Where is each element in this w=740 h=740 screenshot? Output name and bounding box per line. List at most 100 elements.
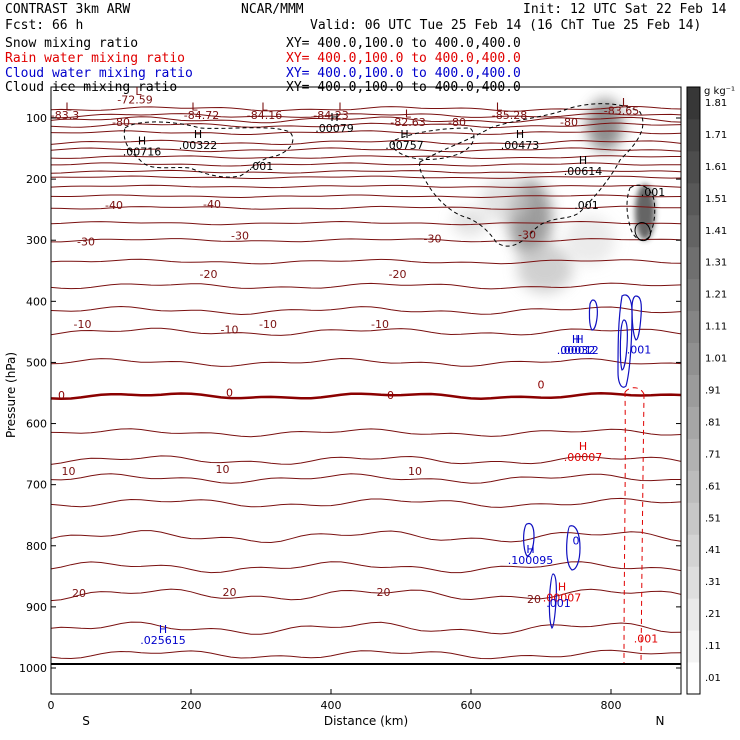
extremum-value: .025615 [140,634,186,647]
isotherm-label: 0 [226,387,233,400]
colorbar-label: 1.41 [705,226,727,237]
isotherm-line [51,147,681,153]
y-tick-label: 700 [26,479,47,492]
isotherm-label: 0 [58,389,65,402]
contour-label: .001 [249,160,274,173]
isotherm-line [51,130,681,135]
cloud-water-contour-low-b [566,525,581,571]
contour-label: .001 [634,632,659,645]
isotherm-line [51,305,681,316]
colorbar-label: .91 [705,386,721,397]
extremum-value: .00032 [557,344,596,357]
extremum-value: .00007 [564,451,603,464]
isotherm-label: -30 [77,236,95,249]
colorbar-label: .21 [705,609,721,620]
y-tick-label: 300 [26,234,47,247]
isotherm-label: -83.3 [51,109,79,122]
isotherm-label: -10 [371,318,389,331]
colorbar-swatch [687,630,700,663]
isotherm-line [51,649,681,660]
isotherm-line [51,258,681,265]
cloud-water-contour-low-c [548,573,557,630]
extremum-value: .00079 [315,122,354,135]
extremum-value: .100095 [508,554,554,567]
contour-label: .001 [546,597,571,610]
colorbar-label: 1.21 [705,290,727,301]
isotherm-label: -84.72 [184,109,219,122]
colorbar-label: .41 [705,545,721,556]
x-tick-label: 600 [461,699,482,712]
isotherm-line [51,282,681,290]
forecast-hour: Fcst: 66 h [5,18,84,33]
low-marker: L [135,85,142,98]
high-marker: H [558,580,566,593]
isotherm-line [51,473,681,484]
y-tick-label: 200 [26,173,47,186]
isotherm-label: -80 [448,116,466,129]
y-tick-label: 800 [26,540,47,553]
high-marker: H [579,154,587,167]
colorbar-label: .51 [705,513,721,524]
low-marker: L [338,101,345,114]
y-axis-label: Pressure (hPa) [4,352,18,438]
zero-isotherm [51,391,681,401]
isotherm-line [51,238,681,243]
isotherm-lines [51,105,681,660]
org-label: NCAR/MMM [241,2,304,17]
field-rain-name: Rain water mixing ratio [5,51,186,66]
high-marker: H [159,623,167,636]
init-time: Init: 12 UTC Sat 22 Feb 14 [523,2,727,17]
low-marker: L [405,107,412,120]
field-snow-xy: XY= 400.0,100.0 to 400.0,400.0 [286,36,521,51]
isotherm-line [51,561,681,574]
x-axis: 0 200 400 600 800 [48,689,622,712]
low-marker: L [622,96,629,109]
high-marker: H [194,128,202,141]
isotherm-label: 0 [387,389,394,402]
isotherm-line [51,327,681,336]
isotherm-line [51,116,681,124]
contour-label: .001 [627,343,652,356]
x-tick-label: 200 [181,699,202,712]
colorbar-swatch [687,534,700,567]
colorbar-label: .01 [705,673,721,684]
isotherm-label: -30 [424,233,442,246]
cloud-water-contour-low-a [523,522,535,557]
isotherm-label: -30 [231,230,249,243]
colorbar-swatch [687,87,700,120]
y-tick-label: 400 [26,295,47,308]
isotherm-line [51,162,681,167]
isotherm-line [51,428,681,438]
contour-label: .001 [641,186,666,199]
colorbar-swatch [687,598,700,631]
x-tick-label: 800 [601,699,622,712]
colorbar-swatch [687,438,700,471]
high-marker: H [138,134,146,147]
isotherm-label: -40 [105,199,123,212]
colorbar-unit: g kg⁻¹ [704,86,735,97]
isotherm-label: 20 [223,586,237,599]
isotherm-label: 10 [408,465,422,478]
isotherm-label: -10 [74,318,92,331]
colorbar-swatch [687,214,700,248]
cloud-water-contour-c [631,295,642,341]
isotherm-label: -10 [259,318,277,331]
valid-time: Valid: 06 UTC Tue 25 Feb 14 (16 ChT Tue … [310,18,702,33]
snow-shading [452,99,655,293]
cloud-water-contour-b [617,294,633,388]
extremum-value: .00007 [543,591,582,604]
isotherm-line [51,155,681,160]
high-marker: H [575,333,583,346]
contour-label: .001 [574,199,599,212]
colorbar-swatch [687,310,700,343]
colorbar-swatch [687,342,700,375]
isotherm-label: -10 [221,324,239,337]
colorbar-label: .31 [705,577,721,588]
colorbar-label: 1.31 [705,258,727,269]
cloud-water-contour-a [588,299,598,331]
colorbar-swatch [687,150,700,184]
colorbar: g kg⁻¹ .01 .11 .21 .31 .41 .51 .61 .71 .81 .91 1.0… [686,86,735,695]
colorbar-swatch [687,246,700,280]
colorbar-label: .71 [705,449,721,460]
